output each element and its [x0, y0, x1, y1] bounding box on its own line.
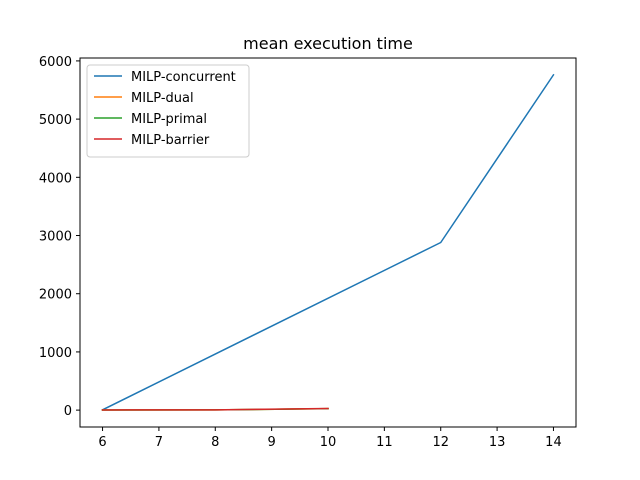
y-tick-label: 2000 [39, 288, 72, 303]
y-tick-label: 3000 [39, 230, 72, 245]
legend: MILP-concurrent MILP-dual MILP-primal MILP-… [86, 64, 250, 158]
x-tick-label: 14 [545, 435, 562, 450]
legend-label: MILP-concurrent [131, 70, 236, 85]
y-tick-label: 5000 [39, 113, 72, 128]
series-line-milp-barrier [101, 407, 329, 411]
x-tick-label: 11 [376, 435, 393, 450]
series-line-milp-concurrent [101, 73, 555, 411]
legend-label: MILP-barrier [131, 133, 210, 148]
x-tick-label: 13 [489, 435, 506, 450]
x-tick-label: 8 [211, 435, 219, 450]
x-tick-label: 10 [320, 435, 337, 450]
x-tick-label: 7 [155, 435, 163, 450]
x-tick-label: 9 [267, 435, 275, 450]
chart-title: mean execution time [243, 34, 413, 53]
x-tick-label: 6 [98, 435, 106, 450]
plot-area [101, 73, 555, 411]
x-tick-label: 12 [432, 435, 449, 450]
y-tick-label: 0 [64, 404, 72, 419]
legend-box [86, 64, 250, 158]
y-tick-label: 6000 [39, 55, 72, 70]
y-tick-label: 4000 [39, 171, 72, 186]
y-tick-label: 1000 [39, 346, 72, 361]
legend-label: MILP-primal [131, 112, 207, 127]
legend-label: MILP-dual [131, 91, 194, 106]
